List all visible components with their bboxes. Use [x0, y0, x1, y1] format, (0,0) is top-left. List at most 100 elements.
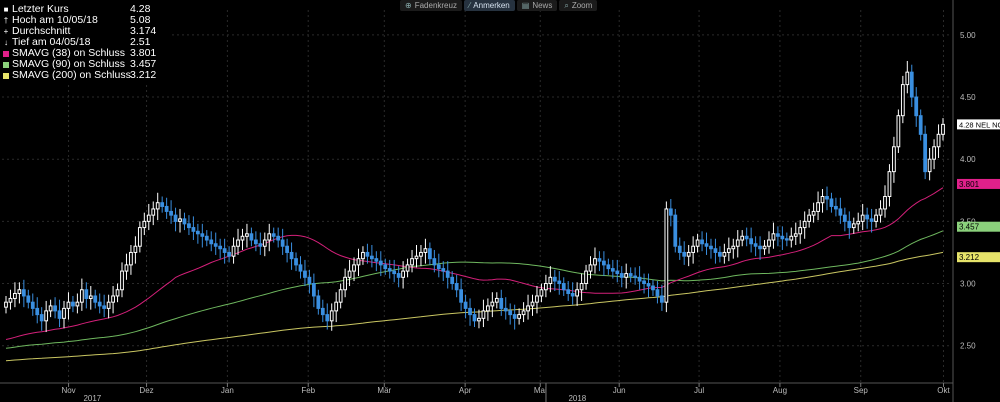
- candle-body: [655, 289, 660, 297]
- candle-body: [941, 123, 945, 135]
- candle-body: [204, 235, 209, 241]
- x-tick-label: Aug: [773, 386, 787, 395]
- candle-body: [187, 223, 191, 229]
- candle-body: [427, 248, 432, 260]
- candle-body: [637, 276, 642, 282]
- candle-body: [191, 227, 196, 232]
- candle-body: [151, 208, 156, 216]
- sma-value-tag: [957, 252, 1000, 263]
- candle-body: [79, 289, 84, 303]
- candle-body: [677, 245, 682, 253]
- candle-body: [682, 251, 687, 257]
- chart-grid: [2, 0, 954, 402]
- zoom-icon: ⌕: [564, 1, 569, 10]
- candle-body: [780, 235, 785, 240]
- x-tick-label: Jan: [221, 386, 234, 395]
- candle-body: [793, 233, 798, 237]
- x-tick-label: Mär: [377, 386, 391, 395]
- x-tick-label: Dez: [139, 386, 153, 395]
- candle-body: [227, 251, 231, 257]
- candle-body: [347, 270, 352, 278]
- candle-body: [668, 208, 673, 216]
- candle-body: [619, 273, 624, 278]
- candle-body: [593, 258, 597, 266]
- candle-body: [646, 283, 651, 287]
- candle-body: [120, 270, 124, 291]
- candle-body: [432, 258, 437, 266]
- candle-body: [88, 295, 93, 299]
- candle-body: [21, 289, 26, 297]
- legend-row-average: + Durchschnitt 3.174: [3, 25, 157, 37]
- candle-body: [740, 235, 745, 241]
- candle-body: [258, 243, 263, 247]
- candle-body: [218, 245, 223, 250]
- candle-body: [44, 310, 49, 322]
- candle-body: [869, 218, 874, 222]
- candle-body: [561, 283, 566, 291]
- candle-body: [262, 239, 267, 247]
- candle-body: [767, 239, 771, 247]
- zoom-button[interactable]: ⌕ Zoom: [559, 0, 598, 11]
- candle-body: [499, 297, 504, 309]
- crosshair-button[interactable]: ⊕ Fadenkreuz: [400, 0, 462, 11]
- candle-body: [865, 214, 870, 220]
- candle-body: [271, 233, 276, 237]
- candle-body: [329, 310, 334, 322]
- candle-body: [552, 276, 557, 282]
- candle-body: [811, 210, 816, 216]
- candle-body: [660, 295, 664, 303]
- candle-body: [334, 301, 339, 312]
- candle-body: [722, 251, 727, 257]
- candle-body: [146, 214, 151, 222]
- candle-body: [129, 251, 133, 266]
- candle-body: [789, 235, 794, 241]
- candle-body: [477, 317, 481, 322]
- candle-body: [387, 268, 392, 272]
- candle-body: [860, 214, 865, 222]
- candle-body: [762, 245, 767, 250]
- candle-body: [8, 297, 13, 303]
- last-price-tag: [957, 119, 1000, 130]
- news-button[interactable]: ▤ News: [516, 0, 558, 11]
- candle-body: [602, 260, 606, 266]
- annotate-button[interactable]: ⁄ Anmerken: [463, 0, 515, 11]
- candle-body: [544, 283, 548, 291]
- news-icon: ▤: [521, 1, 530, 10]
- candle-body: [338, 289, 343, 303]
- candle-body: [610, 268, 615, 272]
- sma38-path: [5, 187, 944, 340]
- candlestick-series: [4, 60, 945, 333]
- candle-body: [503, 307, 508, 312]
- candle-body: [472, 314, 477, 322]
- candle-body: [445, 270, 450, 278]
- candle-body: [691, 245, 696, 253]
- candle-body: [686, 251, 691, 257]
- candle-body: [75, 301, 80, 307]
- candle-body: [753, 243, 758, 247]
- candle-body: [178, 218, 182, 222]
- square-icon: ■: [3, 5, 9, 14]
- candle-body: [374, 258, 379, 262]
- sma90-path: [5, 230, 944, 349]
- x-tick-label: Feb: [301, 386, 315, 395]
- candle-body: [847, 220, 852, 229]
- candle-body: [298, 264, 303, 272]
- candle-body: [887, 171, 892, 197]
- sma-value-label: 3.801: [959, 180, 980, 189]
- candle-body: [784, 238, 789, 241]
- candle-body: [236, 239, 240, 247]
- candle-body: [936, 133, 941, 148]
- candle-body: [164, 205, 169, 212]
- candle-body: [820, 196, 825, 204]
- candle-body: [539, 289, 544, 297]
- candle-body: [361, 251, 365, 260]
- candle-body: [111, 295, 115, 303]
- candle-body: [834, 205, 838, 210]
- candle-body: [93, 295, 98, 303]
- candle-body: [896, 115, 901, 148]
- candle-body: [521, 310, 526, 316]
- candle-body: [245, 233, 249, 237]
- candle-body: [673, 214, 678, 247]
- legend-row-last: ■ Letzter Kurs 4.28: [3, 3, 151, 15]
